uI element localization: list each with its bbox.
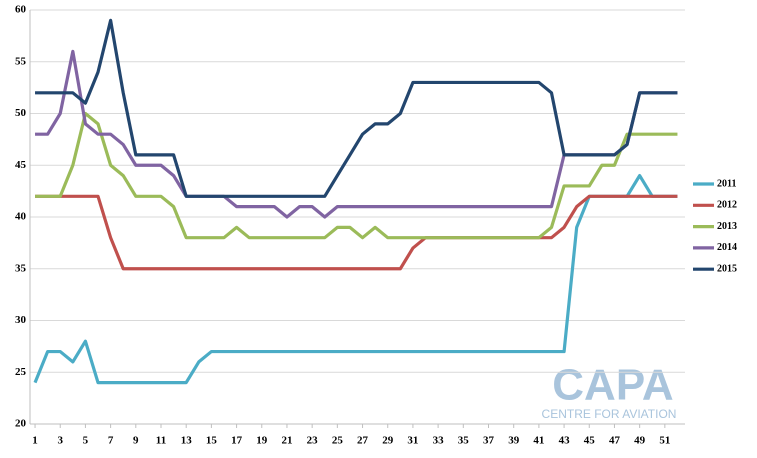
y-tick-label: 20 [15,418,27,430]
x-tick-label: 5 [83,435,89,447]
watermark-title: CAPA [552,361,673,410]
x-tick-label: 27 [357,435,369,447]
x-tick-label: 21 [281,435,292,447]
x-tick-label: 33 [433,435,445,447]
x-tick-label: 15 [206,435,218,447]
x-tick-label: 1 [32,435,38,447]
x-tick-label: 39 [508,435,520,447]
series-line [35,18,678,198]
x-tick-label: 9 [133,435,139,447]
x-tick-label: 11 [156,435,166,447]
y-tick-label: 25 [15,366,27,378]
legend-label: 2014 [717,242,737,253]
x-tick-label: 25 [332,435,344,447]
x-tick-label: 45 [584,435,596,447]
y-tick-label: 30 [15,314,27,326]
y-tick-label: 50 [15,107,27,119]
watermark-subtitle: CENTRE FOR AVIATION [542,407,677,421]
y-tick-label: 35 [15,262,27,274]
y-tick-label: 45 [15,159,27,171]
x-tick-label: 49 [634,435,646,447]
x-tick-label: 41 [533,435,544,447]
x-tick-label: 3 [57,435,63,447]
legend-label: 2012 [717,200,737,211]
x-tick-label: 43 [559,435,571,447]
x-tick-label: 23 [307,435,319,447]
x-tick-label: 7 [108,435,114,447]
x-tick-label: 35 [458,435,470,447]
series-line [33,174,678,385]
x-tick-label: 31 [407,435,418,447]
x-tick-label: 29 [382,435,394,447]
series-line [35,111,678,240]
legend-label: 2015 [717,263,737,274]
legend-label: 2013 [717,221,737,232]
x-tick-label: 13 [181,435,193,447]
x-tick-label: 37 [483,435,495,447]
x-tick-label: 47 [609,435,621,447]
x-tick-label: 17 [231,435,243,447]
x-tick-label: 51 [659,435,670,447]
series-line [35,194,678,271]
y-tick-label: 40 [15,211,27,223]
x-tick-label: 19 [256,435,268,447]
y-tick-label: 60 [15,4,27,16]
y-tick-label: 55 [15,55,27,67]
legend-label: 2011 [717,178,736,189]
